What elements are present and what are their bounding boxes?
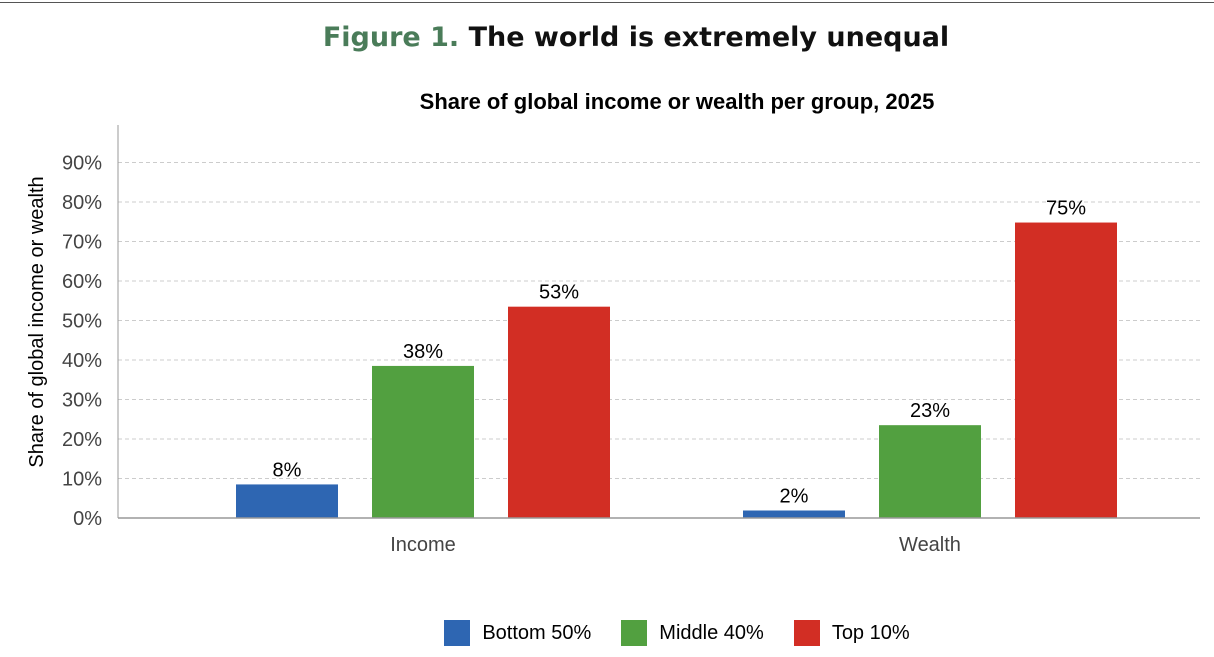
category-label: Income [390, 534, 456, 556]
data-label: 75% [1046, 198, 1086, 220]
bar [372, 365, 474, 518]
bars [236, 222, 1117, 519]
data-labels: 8% 38% 53% 2% 23% 75% [273, 198, 1087, 508]
legend-item: Top 10% [793, 620, 910, 646]
data-label: 38% [403, 341, 443, 363]
y-axis-title: Share of global income or wealth [26, 176, 48, 467]
y-tick-label: 0% [73, 508, 102, 530]
data-label: 2% [780, 485, 809, 507]
legend-label: Bottom 50% [482, 621, 592, 644]
y-tick-label: 60% [62, 271, 102, 293]
y-axis-ticks: 0% 10% 20% 30% 40% 50% 60% 70% 80% 90% [62, 153, 102, 531]
figure-title: The world is extremely unequal [468, 22, 950, 53]
y-tick-label: 30% [62, 390, 102, 412]
legend: Bottom 50% Middle 40% Top 10% [0, 620, 1214, 646]
bar [743, 510, 845, 518]
legend-item: Bottom 50% [444, 620, 591, 646]
y-tick-label: 40% [62, 350, 102, 372]
bar-chart: Share of global income or wealth per gro… [26, 89, 1200, 556]
data-label: 8% [273, 459, 302, 481]
legend-label: Middle 40% [659, 621, 764, 644]
y-tick-label: 90% [62, 153, 102, 175]
top-rule [0, 2, 1214, 3]
gridlines [118, 162, 1200, 479]
bar [508, 306, 610, 518]
data-label: 53% [539, 282, 579, 304]
data-label: 23% [910, 400, 950, 422]
x-axis-categories: Income Wealth [390, 534, 961, 556]
legend-item: Middle 40% [621, 620, 764, 646]
y-tick-label: 20% [62, 429, 102, 451]
legend-label: Top 10% [831, 621, 910, 644]
legend-swatch [793, 620, 820, 646]
bar [879, 425, 981, 518]
y-tick-label: 10% [62, 469, 102, 491]
legend-swatch [444, 620, 471, 646]
chart-title: Share of global income or wealth per gro… [420, 89, 935, 114]
figure-label: Figure 1. [322, 22, 460, 53]
category-label: Wealth [899, 534, 961, 556]
y-tick-label: 70% [62, 232, 102, 254]
bar [1015, 222, 1117, 519]
figure-heading: Figure 1. The world is extremely unequal [0, 22, 1214, 53]
y-tick-label: 80% [62, 192, 102, 214]
y-tick-label: 50% [62, 311, 102, 333]
legend-swatch [621, 620, 648, 646]
bar [236, 484, 338, 518]
